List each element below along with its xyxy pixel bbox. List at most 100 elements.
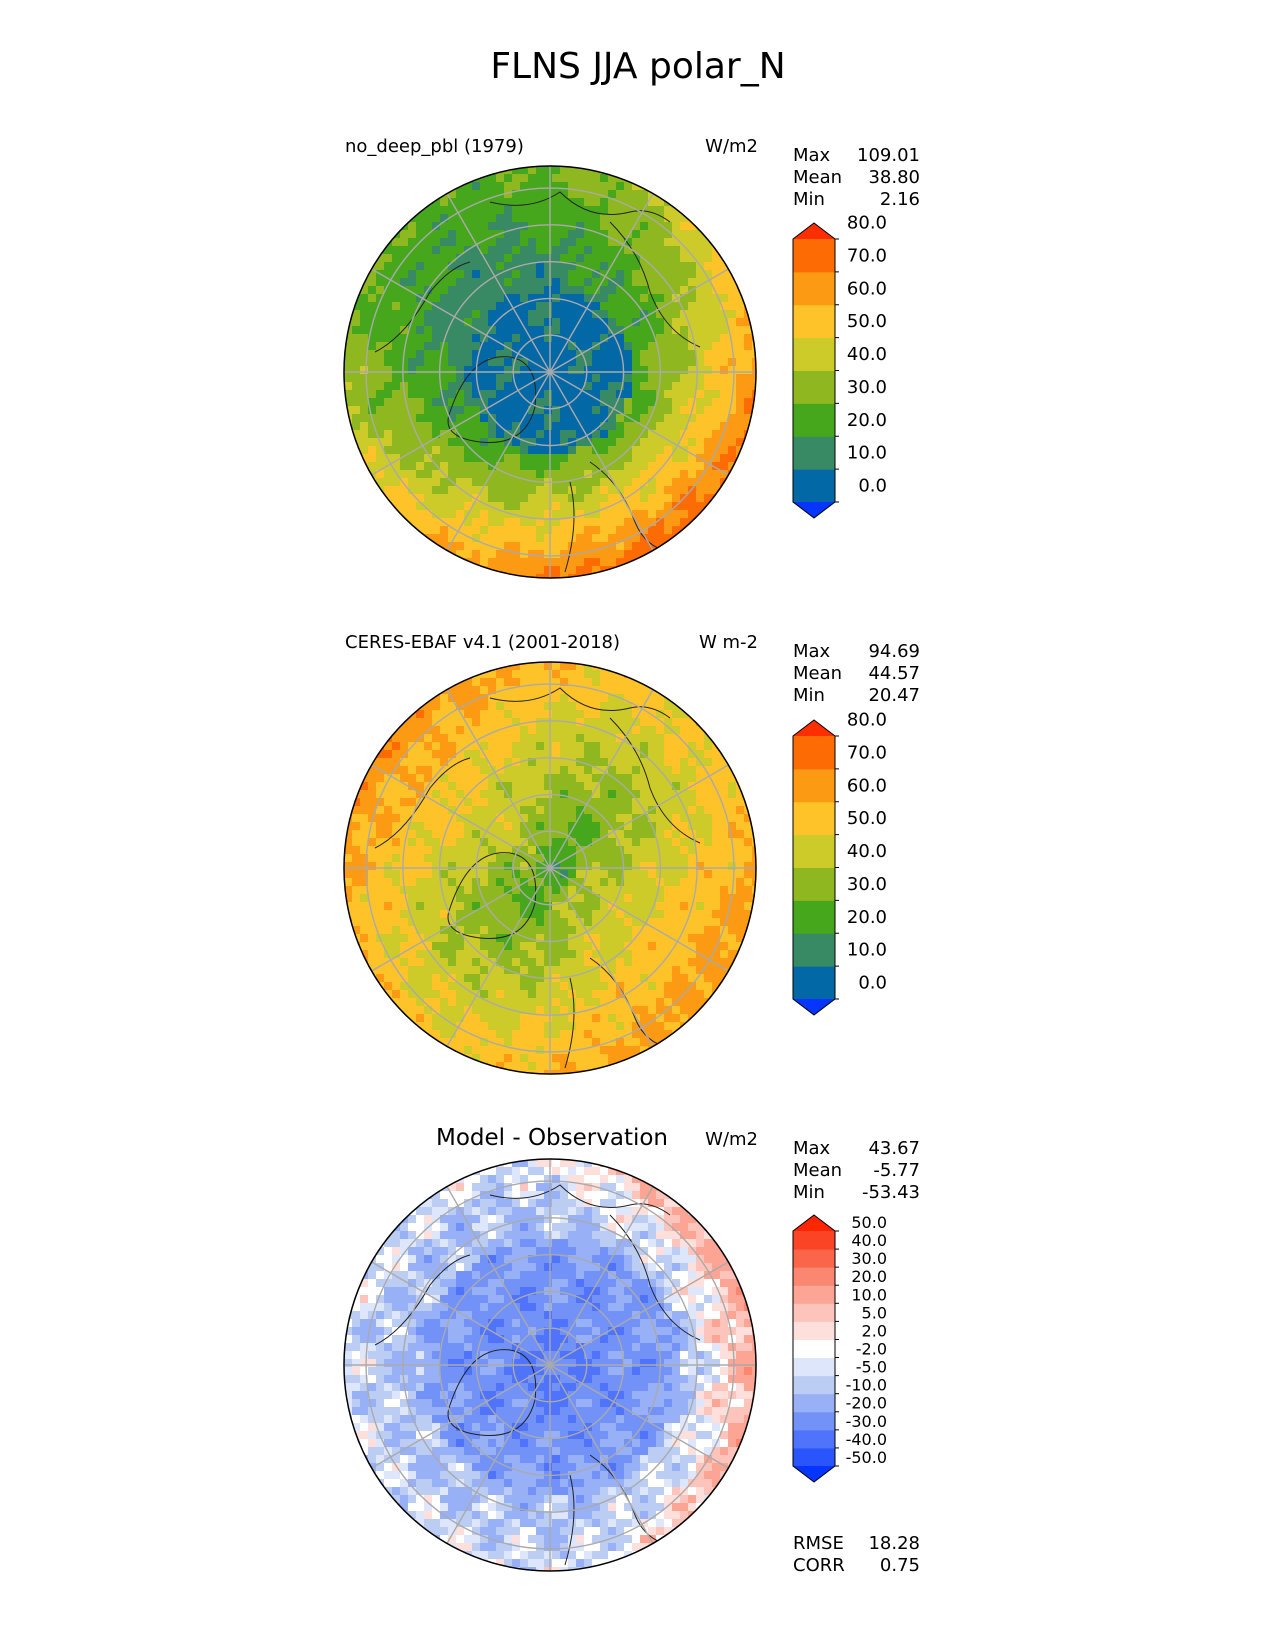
panel-3-metric-label-1: CORR	[793, 1555, 845, 1576]
colorbar-segment	[793, 403, 835, 437]
panel-1: no_deep_pbl (1979) W/m2 Max 109.01 Mean …	[343, 136, 920, 579]
colorbar-segment	[793, 1429, 835, 1449]
panel-3-colorbar: -50.0-40.0-30.0-20.0-10.0-5.0-2.02.05.01…	[792, 1213, 887, 1483]
colorbar-segment	[793, 436, 835, 470]
colorbar-tick-label: 20.0	[847, 907, 887, 928]
colorbar-tick-label: -20.0	[846, 1394, 887, 1413]
panel-2-stat-value-2: 20.47	[868, 685, 920, 706]
colorbar-segment	[793, 933, 835, 967]
colorbar-segment	[793, 1267, 835, 1286]
colorbar-segment	[793, 1249, 835, 1268]
colorbar-extend-min	[793, 999, 835, 1015]
panel-1-stat-label-1: Mean	[793, 167, 842, 188]
panel-2-stat-label-0: Max	[793, 641, 831, 662]
colorbar-tick-label: -30.0	[846, 1412, 887, 1431]
colorbar-tick-label: -50.0	[846, 1448, 887, 1467]
colorbar-segment	[793, 736, 835, 770]
panel-3-metrics: RMSE 18.28 CORR 0.75	[793, 1533, 920, 1576]
colorbar-extend-min	[793, 502, 835, 518]
panel-3-stat-label-2: Min	[793, 1182, 825, 1203]
panel-3: Model - Observation W/m2 Max 43.67 Mean …	[343, 1125, 920, 1576]
colorbar-segment	[793, 1375, 835, 1395]
panel-3-stat-value-2: -53.43	[862, 1182, 920, 1203]
colorbar-tick-label: 10.0	[847, 443, 887, 464]
colorbar-tick-label: 20.0	[847, 410, 887, 431]
colorbar-segment	[793, 900, 835, 934]
panel-1-units: W/m2	[705, 136, 758, 157]
colorbar-segment	[793, 1393, 835, 1413]
panel-1-stats: Max 109.01 Mean 38.80 Min 2.16	[793, 145, 920, 210]
colorbar-segment	[793, 867, 835, 901]
colorbar-tick-label: 70.0	[847, 742, 887, 763]
panel-1-colorbar: 0.0 10.0 20.0 30.0 40.0 50.0 60.0 70.0 80.0	[792, 213, 887, 519]
panel-2-stat-label-2: Min	[793, 685, 825, 706]
figure-title: FLNS JJA polar_N	[490, 46, 785, 87]
panel-2-stat-value-1: 44.57	[868, 663, 920, 684]
colorbar-tick-label: 50.0	[847, 311, 887, 332]
panel-3-metric-value-1: 0.75	[880, 1555, 920, 1576]
panel-1-stat-label-0: Max	[793, 145, 831, 166]
panel-3-title: Model - Observation	[436, 1125, 668, 1151]
colorbar-extend-max	[793, 720, 835, 736]
colorbar-tick-label: 80.0	[847, 213, 887, 234]
colorbar-tick-label: 40.0	[851, 1231, 887, 1250]
colorbar-tick-label: 5.0	[862, 1303, 887, 1322]
panel-2-stats: Max 94.69 Mean 44.57 Min 20.47	[793, 641, 920, 706]
colorbar-tick-label: 30.0	[851, 1249, 887, 1268]
colorbar-segment	[793, 966, 835, 1000]
colorbar-segment	[793, 834, 835, 868]
colorbar-segment	[793, 337, 835, 371]
colorbar-segment	[793, 1339, 835, 1359]
panel-2: CERES-EBAF v4.1 (2001-2018) W m-2 Max 94…	[343, 632, 920, 1075]
colorbar-tick-label: 30.0	[847, 874, 887, 895]
panel-2-stat-label-1: Mean	[793, 663, 842, 684]
panel-3-stats: Max 43.67 Mean -5.77 Min -53.43	[793, 1138, 920, 1203]
colorbar-segment	[793, 1357, 835, 1377]
colorbar-segment	[793, 1447, 835, 1467]
colorbar-tick-label: -10.0	[846, 1376, 887, 1395]
panel-1-title: no_deep_pbl (1979)	[345, 136, 524, 157]
colorbar-segment	[793, 1303, 835, 1322]
colorbar-extend-max	[793, 223, 835, 239]
colorbar-tick-label: 0.0	[858, 476, 887, 497]
colorbar-tick-label: 60.0	[847, 775, 887, 796]
colorbar-segment	[793, 1321, 835, 1340]
colorbar-tick-label: 0.0	[858, 973, 887, 994]
panel-3-stat-label-1: Mean	[793, 1160, 842, 1181]
colorbar-extend-min	[793, 1466, 835, 1482]
colorbar-segment	[793, 469, 835, 503]
panel-1-stat-value-2: 2.16	[880, 189, 920, 210]
colorbar-segment	[793, 239, 835, 273]
panel-1-stat-label-2: Min	[793, 189, 825, 210]
colorbar-tick-label: -40.0	[846, 1430, 887, 1449]
panel-3-metric-value-0: 18.28	[868, 1533, 920, 1554]
colorbar-tick-label: 30.0	[847, 377, 887, 398]
colorbar-segment	[793, 304, 835, 339]
panel-1-stat-value-0: 109.01	[857, 145, 920, 166]
colorbar-tick-label: 10.0	[851, 1285, 887, 1304]
colorbar-segment	[793, 1231, 835, 1250]
panel-1-stat-value-1: 38.80	[868, 167, 920, 188]
colorbar-tick-label: 50.0	[851, 1213, 887, 1232]
colorbar-segment	[793, 1285, 835, 1304]
panel-2-colorbar: 0.0 10.0 20.0 30.0 40.0 50.0 60.0 70.0 80.0	[792, 710, 887, 1016]
panel-3-stat-label-0: Max	[793, 1138, 831, 1159]
colorbar-tick-label: 80.0	[847, 710, 887, 731]
colorbar-tick-label: 50.0	[847, 808, 887, 829]
panel-3-stat-value-1: -5.77	[873, 1160, 920, 1181]
colorbar-tick-label: 40.0	[847, 841, 887, 862]
colorbar-segment	[793, 271, 835, 306]
colorbar-tick-label: 2.0	[862, 1321, 887, 1340]
colorbar-tick-label: 60.0	[847, 278, 887, 299]
colorbar-segment	[793, 768, 835, 803]
panel-2-units: W m-2	[699, 632, 758, 653]
panel-2-title: CERES-EBAF v4.1 (2001-2018)	[345, 632, 620, 653]
panel-2-map	[343, 661, 757, 1075]
panel-3-metric-label-0: RMSE	[793, 1533, 844, 1554]
colorbar-segment	[793, 1411, 835, 1431]
panel-3-units: W/m2	[705, 1129, 758, 1150]
panel-2-stat-value-0: 94.69	[868, 641, 920, 662]
colorbar-tick-label: 10.0	[847, 940, 887, 961]
colorbar-tick-label: -5.0	[856, 1358, 887, 1377]
colorbar-segment	[793, 801, 835, 836]
